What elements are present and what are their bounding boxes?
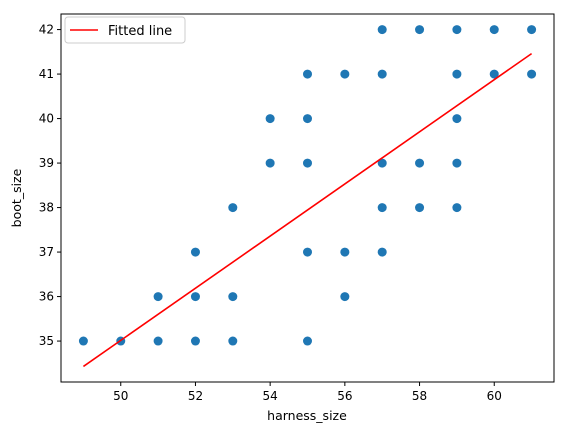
data-point <box>153 292 163 302</box>
plot-frame <box>60 13 555 383</box>
data-point <box>265 158 275 168</box>
data-point <box>303 69 312 79</box>
data-point <box>452 158 462 168</box>
axis-ticks: 50 52 54 56 58 60 35 36 37 38 39 40 41 42 <box>39 23 502 403</box>
data-point <box>228 203 238 213</box>
data-point <box>190 247 200 257</box>
data-point <box>452 203 462 213</box>
data-point <box>377 158 387 168</box>
y-tick-label: 42 <box>39 23 54 37</box>
data-point <box>527 25 537 35</box>
data-point <box>303 247 312 257</box>
legend-label-fitted-line: Fitted line <box>108 24 172 39</box>
data-point <box>415 158 425 168</box>
plot-area <box>61 14 554 382</box>
x-tick-label: 52 <box>188 389 203 403</box>
data-point <box>303 114 312 124</box>
legend-box <box>64 16 186 44</box>
x-tick-label: 54 <box>263 389 278 403</box>
x-tick-label: 60 <box>487 389 502 403</box>
data-point <box>489 69 499 79</box>
y-tick-label: 37 <box>39 245 54 259</box>
data-point <box>228 292 238 302</box>
data-point <box>265 114 275 124</box>
data-point <box>527 69 537 79</box>
data-point <box>377 203 387 213</box>
x-axis-label: harness_size <box>267 408 347 423</box>
legend: Fitted line <box>64 16 186 44</box>
data-point <box>452 25 462 35</box>
data-marks <box>78 25 537 368</box>
data-point <box>377 247 387 257</box>
data-point <box>303 158 312 168</box>
y-tick-label: 40 <box>39 112 54 126</box>
data-point <box>190 292 200 302</box>
data-point <box>190 336 200 346</box>
data-point <box>452 69 462 79</box>
data-point <box>415 203 425 213</box>
data-point <box>489 25 499 35</box>
y-axis-label: boot_size <box>9 168 24 227</box>
data-point <box>340 292 350 302</box>
data-point <box>78 336 88 346</box>
y-tick-label: 38 <box>39 201 54 215</box>
data-point <box>415 25 425 35</box>
x-tick-label: 56 <box>337 389 352 403</box>
data-point <box>452 114 462 124</box>
y-tick-label: 35 <box>39 334 54 348</box>
data-point <box>228 336 238 346</box>
data-point <box>340 247 350 257</box>
data-point <box>377 69 387 79</box>
y-tick-label: 36 <box>39 290 54 304</box>
data-point <box>377 25 387 35</box>
data-point <box>153 336 163 346</box>
y-tick-label: 41 <box>39 67 54 81</box>
data-point <box>340 69 350 79</box>
x-tick-label: 58 <box>412 389 427 403</box>
x-tick-label: 50 <box>113 389 128 403</box>
fitted-line <box>82 52 533 368</box>
data-point <box>303 336 312 346</box>
y-tick-label: 39 <box>39 156 54 170</box>
